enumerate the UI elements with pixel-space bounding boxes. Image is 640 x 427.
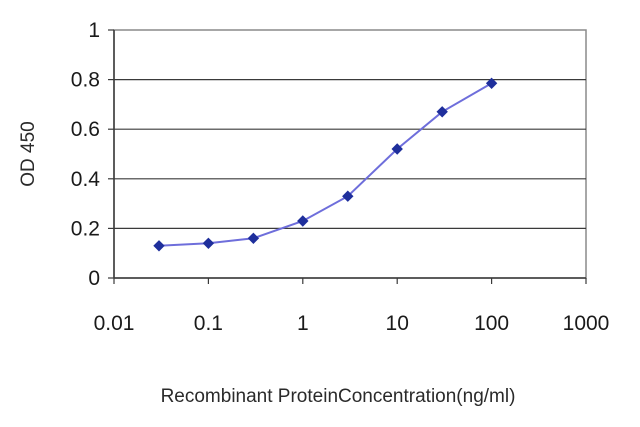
data-point-0 bbox=[153, 240, 165, 252]
y-tick-label-4: 0.8 bbox=[71, 69, 100, 92]
axes bbox=[108, 29, 587, 284]
x-tick-labels: 0.01 0.1 1 10 100 1000 bbox=[94, 312, 610, 335]
x-axis-title: Recombinant ProteinConcentration(ng/ml) bbox=[161, 386, 516, 407]
gridlines bbox=[114, 78, 586, 229]
data-point-3 bbox=[297, 215, 309, 227]
y-tick-labels: 0 0.2 0.4 0.6 0.8 1 bbox=[71, 19, 101, 290]
x-tick-label-0: 0.01 bbox=[94, 312, 135, 335]
data-point-5 bbox=[391, 143, 403, 155]
series-line-0 bbox=[158, 82, 493, 247]
y-tick-label-5: 1 bbox=[88, 19, 100, 42]
x-tick-label-5: 1000 bbox=[563, 312, 610, 335]
y-tick-label-0: 0 bbox=[88, 267, 100, 290]
y-tick-label-3: 0.6 bbox=[71, 118, 100, 141]
x-tick-label-2: 1 bbox=[297, 312, 309, 335]
y-axis-title: OD 450 bbox=[18, 121, 39, 186]
data-point-1 bbox=[202, 237, 215, 250]
data-point-4 bbox=[342, 190, 354, 202]
y-tick-label-2: 0.4 bbox=[71, 168, 101, 191]
data-point-7 bbox=[485, 77, 498, 90]
x-tick-label-3: 10 bbox=[386, 312, 409, 335]
plot-area bbox=[113, 29, 587, 279]
x-tick-label-1: 0.1 bbox=[194, 312, 223, 335]
data-point-2 bbox=[247, 232, 260, 245]
series-group bbox=[153, 77, 498, 252]
y-tick-label-1: 0.2 bbox=[71, 217, 100, 240]
data-point-6 bbox=[436, 106, 448, 118]
x-tick-label-4: 100 bbox=[474, 312, 509, 335]
